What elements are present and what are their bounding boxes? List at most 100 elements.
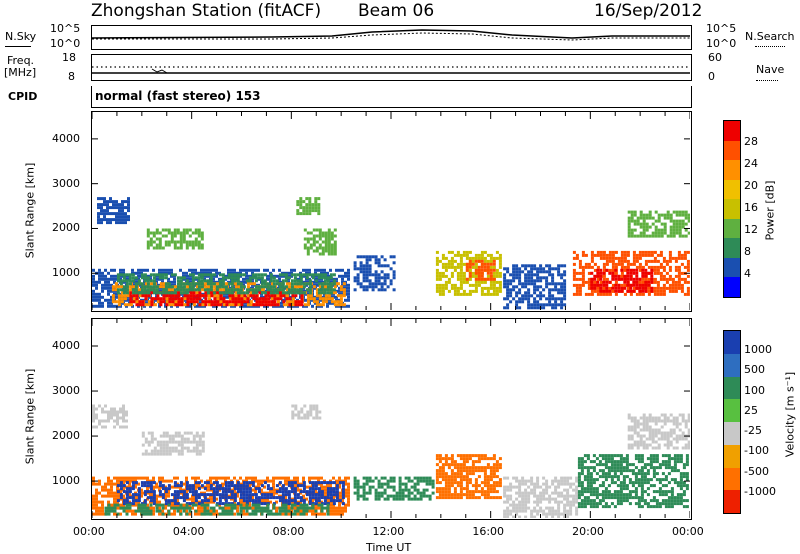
scatter-cell xyxy=(636,222,640,226)
scatter-cell xyxy=(167,503,171,507)
scatter-cell xyxy=(671,277,675,281)
scatter-cell xyxy=(119,279,123,283)
scatter-cell xyxy=(198,297,202,301)
scatter-cell xyxy=(131,493,135,497)
scatter-cell xyxy=(669,216,673,220)
scatter-cell xyxy=(156,452,160,456)
scatter-cell xyxy=(515,270,519,274)
scatter-cell xyxy=(626,262,630,266)
scatter-cell xyxy=(174,446,178,450)
scatter-cell xyxy=(123,303,127,307)
scatter-cell xyxy=(377,258,381,262)
scatter-cell xyxy=(140,273,144,277)
scatter-cell xyxy=(302,476,305,480)
scatter-cell xyxy=(140,481,144,485)
scatter-cell xyxy=(281,484,285,488)
scatter-cell xyxy=(179,276,183,280)
scatter-cell xyxy=(468,274,472,278)
scatter-cell xyxy=(365,255,369,259)
scatter-cell xyxy=(183,431,187,435)
scatter-cell xyxy=(318,297,322,301)
scatter-cell xyxy=(687,219,690,223)
scatter-cell xyxy=(398,488,402,492)
scatter-cell xyxy=(194,268,197,272)
scatter-cell xyxy=(468,265,472,269)
scatter-cell xyxy=(498,262,502,266)
scatter-cell xyxy=(551,297,555,301)
scatter-cell xyxy=(240,297,244,301)
scatter-cell xyxy=(257,276,261,280)
scatter-cell xyxy=(118,221,121,225)
scatter-cell xyxy=(251,476,254,480)
scatter-cell xyxy=(150,291,154,295)
scatter-cell xyxy=(435,463,439,467)
scatter-cell xyxy=(611,265,615,269)
scatter-cell xyxy=(518,288,522,292)
scatter-cell xyxy=(444,463,448,467)
scatter-cell xyxy=(195,431,199,435)
scatter-cell xyxy=(263,485,266,489)
scatter-cell xyxy=(353,491,357,495)
scatter-cell xyxy=(276,303,280,307)
scatter-cell xyxy=(465,481,469,485)
scatter-cell xyxy=(498,289,502,293)
scatter-cell xyxy=(149,285,153,289)
scatter-cell xyxy=(269,479,272,483)
scatter-cell xyxy=(365,258,369,262)
scatter-cell xyxy=(371,288,375,292)
scatter-cell xyxy=(374,494,378,498)
scatter-cell xyxy=(438,472,442,476)
scatter-cell xyxy=(645,234,649,238)
scatter-cell xyxy=(164,499,168,503)
scatter-cell xyxy=(257,509,261,513)
scatter-cell xyxy=(356,488,360,492)
scatter-cell xyxy=(98,280,101,284)
scatter-cell xyxy=(389,267,393,271)
scatter-cell xyxy=(131,509,134,513)
scatter-cell xyxy=(326,481,330,485)
scatter-cell xyxy=(338,503,341,507)
scatter-cell xyxy=(530,306,534,310)
scatter-cell xyxy=(155,509,159,513)
scatter-cell xyxy=(635,292,639,296)
scatter-cell xyxy=(389,476,393,480)
scatter-cell xyxy=(249,300,253,304)
scatter-cell xyxy=(336,282,340,286)
scatter-cell xyxy=(650,274,654,278)
scatter-cell xyxy=(477,280,481,284)
scatter-cell xyxy=(155,288,159,292)
scatter-cell xyxy=(506,294,510,298)
scatter-cell xyxy=(419,479,423,483)
scatter-cell xyxy=(191,301,194,305)
scatter-cell xyxy=(533,297,537,301)
scatter-cell xyxy=(107,476,110,480)
scatter-cell xyxy=(410,479,414,483)
scatter-cell xyxy=(158,484,162,488)
scatter-cell xyxy=(284,476,287,480)
scatter-cell xyxy=(599,283,603,287)
scatter-cell xyxy=(222,300,226,304)
scatter-cell xyxy=(212,304,215,308)
scatter-cell xyxy=(339,297,343,301)
scatter-cell xyxy=(212,493,216,497)
scatter-cell xyxy=(242,268,245,272)
scatter-cell xyxy=(198,294,202,298)
scatter-cell xyxy=(288,282,292,286)
scatter-cell xyxy=(450,256,454,260)
scatter-cell xyxy=(342,291,346,295)
scatter-cell xyxy=(92,268,95,272)
scatter-cell xyxy=(278,304,281,308)
scatter-cell xyxy=(106,200,109,204)
scatter-cell xyxy=(665,262,669,266)
scatter-cell xyxy=(539,279,543,283)
scatter-cell xyxy=(681,222,685,226)
scatter-cell xyxy=(459,490,463,494)
scatter-cell xyxy=(339,288,343,292)
scatter-cell xyxy=(180,446,184,450)
scatter-cell xyxy=(219,297,223,301)
scatter-cell xyxy=(296,203,300,207)
scatter-cell xyxy=(170,280,173,284)
scatter-cell xyxy=(309,413,313,417)
scatter-cell xyxy=(341,490,345,494)
scatter-cell xyxy=(677,286,681,290)
